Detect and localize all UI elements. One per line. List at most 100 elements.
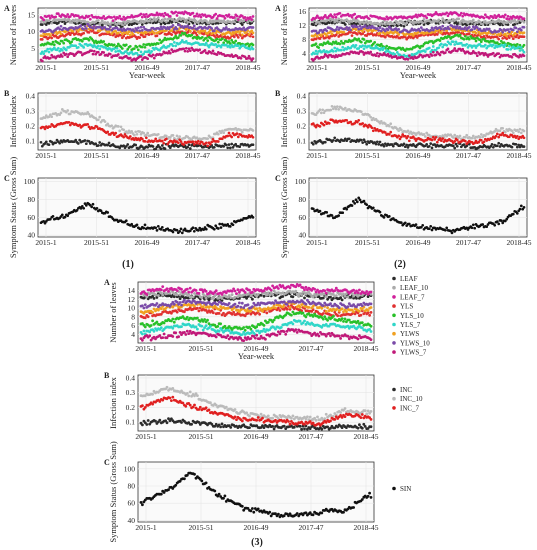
data-point-inc_10 [389, 122, 393, 126]
data-point-leaf_10 [481, 22, 485, 26]
data-point-inc_10 [251, 129, 255, 132]
data-point-ylws_10 [134, 27, 138, 30]
data-point-yls_10 [473, 37, 477, 41]
data-point-yls_10 [251, 43, 255, 47]
data-point-leaf_7 [353, 12, 357, 16]
data-point-leaf [340, 298, 344, 302]
data-point-leaf_7 [174, 10, 178, 14]
data-point-inc_10 [66, 109, 70, 112]
data-point-ylws_10 [82, 27, 86, 31]
data-point-yls_7 [219, 45, 223, 49]
data-point-leaf_7 [161, 285, 165, 288]
data-point-leaf_10 [207, 21, 211, 25]
data-point-ylws [244, 31, 248, 34]
data-point-leaf_10 [203, 294, 207, 298]
data-point-leaf_7 [143, 15, 147, 19]
x-tick-label: 2015-51 [84, 63, 109, 72]
panel-letter: A [4, 4, 10, 13]
data-point-leaf_10 [357, 20, 361, 23]
data-point-leaf_7 [167, 289, 170, 293]
data-point-inc_10 [132, 133, 136, 137]
data-point-inc_7 [323, 120, 327, 124]
data-point-inc_7 [140, 137, 144, 141]
data-point-inc_7 [144, 136, 148, 140]
data-point-inc_10 [331, 107, 335, 111]
data-point-ylws_7 [66, 55, 70, 59]
data-point-yls_7 [74, 44, 78, 48]
data-point-yls_7 [147, 49, 151, 52]
data-point-yls_7 [431, 45, 435, 48]
data-point-ylws_7 [40, 59, 44, 63]
data-point-leaf_10 [300, 293, 303, 297]
data-point-ylws_7 [139, 55, 143, 58]
data-point-yls_7 [313, 52, 317, 56]
data-point-ylws [230, 33, 234, 36]
data-point-ylws_10 [148, 28, 152, 32]
data-point-ylws_10 [108, 25, 112, 29]
data-point-leaf_7 [251, 290, 254, 294]
data-point-sin [66, 214, 70, 218]
data-point-leaf_10 [152, 17, 156, 20]
data-point-inc [491, 145, 495, 149]
data-point-yls_7 [112, 47, 116, 51]
data-point-leaf [100, 24, 104, 27]
data-point-inc_7 [322, 123, 326, 127]
data-point-ylws_10 [136, 26, 140, 30]
data-point-ylws [184, 28, 188, 32]
data-point-yls_10 [222, 41, 226, 45]
data-point-leaf_7 [214, 12, 218, 16]
data-point-sin [481, 223, 485, 226]
data-point-inc_10 [330, 104, 334, 108]
data-point-leaf_7 [235, 292, 238, 295]
data-point-ylws_10 [419, 26, 423, 29]
data-point-sin [449, 229, 453, 233]
data-point-leaf_10 [311, 295, 315, 299]
data-point-yls [82, 31, 86, 35]
data-point-yls [147, 33, 151, 36]
data-point-sin [155, 229, 159, 232]
data-point-leaf [151, 294, 155, 298]
data-point-ylws_10 [139, 25, 143, 29]
data-point-sin [430, 228, 434, 232]
data-point-yls_10 [438, 39, 442, 42]
data-point-inc_10 [119, 125, 123, 129]
data-point-leaf_10 [437, 18, 441, 22]
data-point-inc [230, 142, 234, 146]
data-point-leaf [140, 23, 144, 26]
data-point-ylws_10 [511, 28, 515, 32]
data-point-inc_10 [68, 112, 72, 116]
data-point-leaf_10 [338, 20, 342, 24]
data-point-sin [445, 226, 449, 230]
data-point-ylws_7 [455, 49, 459, 53]
data-point-sin [178, 230, 182, 233]
y-tick-label: 16 [299, 7, 307, 16]
data-point-inc [226, 146, 230, 150]
data-point-leaf_10 [220, 297, 224, 300]
data-point-yls [505, 37, 509, 41]
data-point-inc_7 [522, 136, 526, 140]
data-point-leaf_10 [122, 20, 126, 23]
data-point-yls_10 [162, 321, 166, 325]
data-point-inc_7 [182, 143, 186, 146]
data-point-leaf_10 [156, 16, 160, 20]
data-point-yls [355, 32, 359, 36]
data-point-ylws_10 [355, 25, 359, 29]
data-point-inc_7 [195, 141, 199, 145]
data-point-leaf_7 [248, 288, 251, 292]
x-tick-label: 2015-51 [355, 151, 380, 160]
data-point-yls_10 [102, 40, 106, 43]
data-point-yls_10 [321, 43, 325, 47]
data-point-ylws [329, 30, 333, 33]
data-point-inc_10 [106, 122, 110, 126]
data-point-yls [327, 36, 331, 40]
data-point-leaf_10 [346, 19, 350, 23]
data-point-yls [507, 36, 511, 40]
data-point-leaf_10 [442, 19, 446, 22]
data-point-leaf_7 [303, 288, 306, 292]
data-point-leaf_10 [397, 22, 401, 26]
data-point-yls_7 [517, 45, 521, 49]
data-point-leaf_7 [269, 288, 273, 292]
data-point-yls_7 [423, 50, 427, 53]
data-point-inc_10 [470, 136, 474, 140]
data-point-inc [58, 141, 62, 145]
